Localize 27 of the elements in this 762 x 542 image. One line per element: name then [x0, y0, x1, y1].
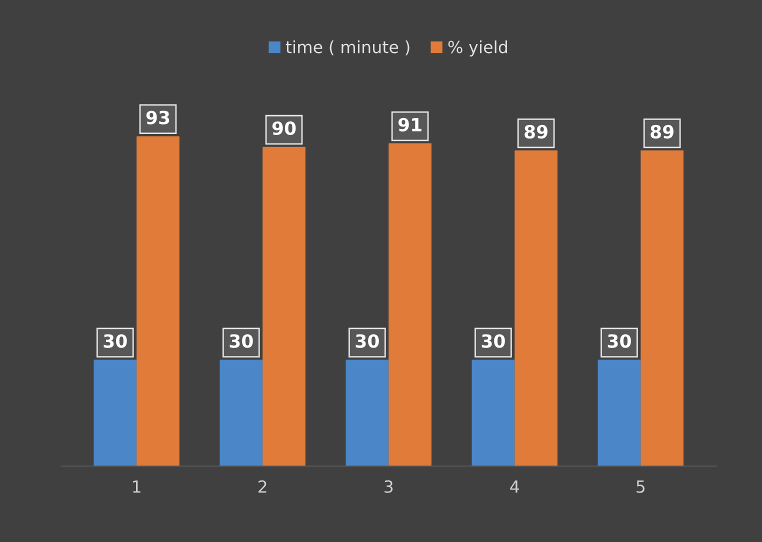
data-label: 90 — [272, 121, 296, 136]
legend-label: time ( minute ) — [286, 40, 410, 56]
bar — [640, 150, 684, 466]
bar — [598, 360, 641, 466]
bar — [136, 136, 180, 466]
bar — [388, 143, 432, 466]
data-label: 30 — [356, 334, 379, 348]
bar — [94, 360, 137, 466]
bar — [262, 146, 306, 466]
data-label: 30 — [104, 334, 127, 348]
x-tick-label: 5 — [636, 480, 645, 493]
bar — [220, 360, 263, 466]
data-label: 91 — [398, 118, 422, 132]
data-label: 30 — [608, 334, 631, 348]
x-tick-label: 1 — [133, 480, 140, 493]
x-tick-label: 2 — [258, 480, 266, 493]
x-tick-label: 4 — [510, 480, 520, 493]
x-tick-label: 3 — [384, 480, 393, 493]
data-label: 89 — [650, 124, 674, 139]
bar — [514, 150, 558, 466]
bar — [346, 360, 389, 466]
data-label: 93 — [146, 110, 170, 124]
legend-label: % yield — [448, 40, 507, 57]
data-label: 30 — [230, 334, 253, 348]
data-label: 89 — [524, 124, 548, 139]
data-label: 30 — [482, 334, 505, 348]
bar — [472, 360, 515, 466]
